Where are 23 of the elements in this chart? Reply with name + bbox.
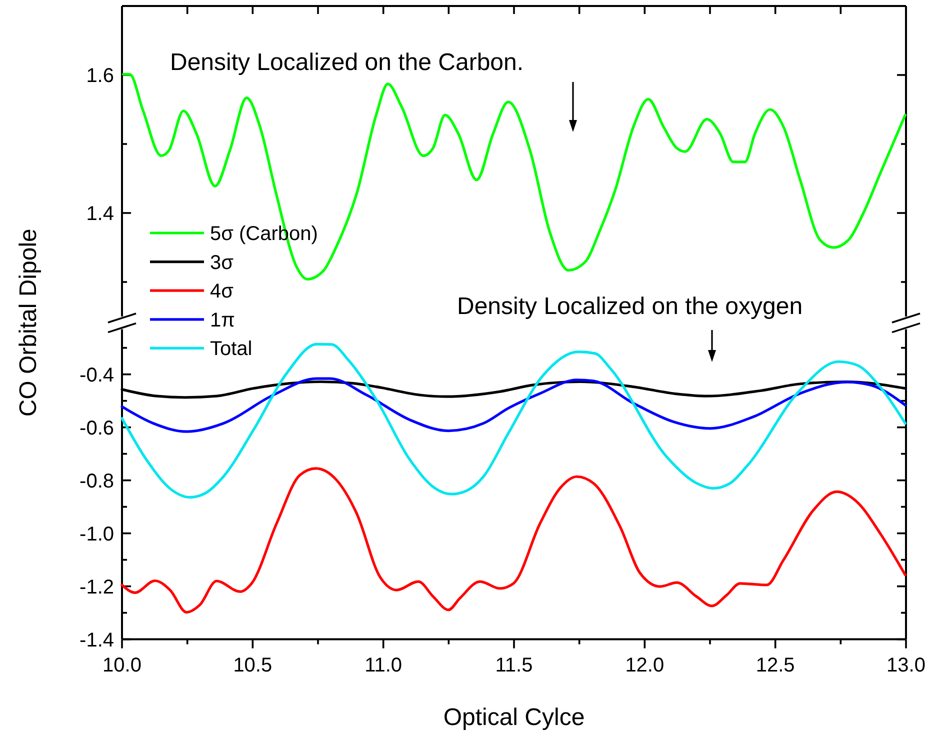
y-tick-label: -0.6: [80, 417, 114, 440]
x-tick-label: 13.0: [886, 654, 926, 676]
legend-label: Total: [210, 338, 252, 360]
y-tick-label: -0.4: [80, 364, 114, 386]
x-tick-label: 10.0: [102, 654, 142, 676]
x-tick-label: 11.5: [495, 654, 533, 676]
annotation: Density Localized on the Carbon.: [170, 49, 524, 76]
x-axis-title: Optical Cylce: [443, 704, 585, 731]
y-tick-label: 1.4: [86, 203, 114, 225]
x-tick-label: 12.5: [756, 654, 795, 676]
y-tick-label: -1.2: [80, 576, 114, 598]
legend-label: 4σ: [210, 280, 234, 303]
legend-label: 3σ: [210, 252, 234, 274]
x-tick-label: 10.5: [233, 654, 272, 676]
legend-label: 1π: [210, 309, 235, 332]
y-tick-label: -0.8: [80, 470, 114, 492]
y-tick-label: -1.4: [80, 629, 114, 652]
x-tick-label: 11.0: [364, 654, 402, 676]
y-axis-title: CO Orbital Dipole: [15, 228, 42, 417]
annotation: Density Localized on the oxygen: [457, 293, 803, 320]
y-tick-label: 1.6: [86, 65, 114, 87]
y-tick-label: -1.0: [80, 523, 114, 546]
x-tick-label: 12.0: [625, 654, 664, 676]
